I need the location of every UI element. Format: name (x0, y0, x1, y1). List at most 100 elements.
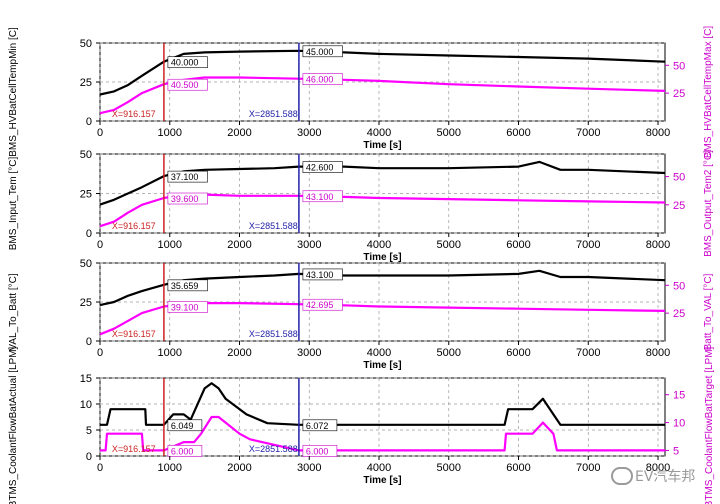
watermark: EV汽车邦 (611, 464, 715, 490)
tick-label-x: 0 (97, 239, 103, 251)
tick-label-left: 0 (86, 228, 92, 240)
cursor-right-value: 39.600 (171, 194, 199, 204)
cursor-label: X=2851.588 (249, 221, 298, 231)
series-line-right (100, 415, 665, 452)
cursor-left-value: 37.100 (171, 172, 199, 182)
tick-label-left: 10 (80, 399, 92, 411)
series-line-left (100, 382, 665, 426)
tick-label-x: 6000 (506, 239, 530, 251)
x-axis-label: Time [s] (363, 475, 401, 486)
cursor-right-value: 42.695 (306, 300, 334, 310)
tick-label-x: 0 (97, 127, 103, 139)
cursor-right-value: 39.100 (171, 302, 199, 312)
cursor-label: X=916.157 (112, 329, 156, 339)
chart-panel-3: X=916.157 35.659 39.100 X=2851.588 43.100 42.… (8, 258, 714, 371)
tick-label-left: 50 (80, 38, 92, 50)
series-line-right (99, 76, 666, 115)
tick-label-x: 4000 (367, 239, 391, 251)
tick-label-x: 8000 (646, 462, 670, 474)
cursor-left-value-box (167, 279, 208, 292)
tick-label-x: 1000 (158, 462, 182, 474)
cursor-right-value-box (167, 78, 208, 91)
tick-label-x: 2000 (227, 239, 251, 251)
tick-label-x: 4000 (367, 347, 391, 359)
tick-label-right: 15 (673, 390, 685, 402)
tick-label-x: 2000 (227, 127, 251, 139)
chart-panel-4: X=916.157 6.049 6.000 X=2851.588 6.072 6.000 0… (8, 346, 715, 504)
x-axis-label: Time [s] (363, 252, 401, 263)
tick-label-x: 1000 (158, 127, 182, 139)
plot-area (99, 377, 666, 457)
tick-label-right: 50 (673, 172, 685, 184)
tick-label-x: 1000 (158, 239, 182, 251)
cursor-right-value-box (302, 298, 343, 311)
cursor-right-value: 40.500 (171, 80, 199, 90)
y-axis-label-right: BTMS_CoolantFlowBatTarget [LPM] (704, 346, 715, 504)
tick-label-left: 15 (80, 373, 92, 385)
tick-label-x: 8000 (646, 347, 670, 359)
tick-label-x: 5000 (437, 347, 461, 359)
cursor-label: X=2851.588 (249, 109, 298, 119)
tick-label-x: 5000 (437, 462, 461, 474)
cursor-right-value-box (167, 192, 208, 205)
tick-label-left: 0 (86, 451, 92, 463)
series-line-left (99, 160, 666, 206)
tick-label-left: 25 (80, 189, 92, 201)
cursor-left-value-box (302, 419, 338, 432)
y-axis-label-right: BMS_Output_Tem2 [°C] (703, 150, 714, 257)
cursor-left-value-box (302, 268, 343, 281)
tick-label-x: 7000 (576, 347, 600, 359)
tick-label-left: 25 (80, 297, 92, 309)
cursor-left-value: 40.000 (171, 58, 199, 68)
tick-label-x: 2000 (227, 462, 251, 474)
cursor-label: X=2851.588 (249, 329, 298, 339)
cursor-right-value-box (302, 73, 343, 85)
cursor-left-value-box (167, 170, 208, 183)
tick-label-x: 3000 (297, 347, 321, 359)
cursor-left-value: 6.072 (306, 421, 329, 431)
tick-label-left: 0 (86, 336, 92, 348)
tick-label-left: 50 (80, 258, 92, 270)
cursor-left-value-box (167, 419, 203, 432)
tick-label-right: 50 (673, 60, 685, 72)
tick-label-right: 25 (673, 88, 685, 100)
cursor-left-value: 45.000 (306, 47, 334, 57)
series-line-right (99, 302, 666, 336)
tick-label-x: 7000 (576, 127, 600, 139)
cursor-right-value: 43.100 (306, 192, 334, 202)
chart-panel-2: X=916.157 37.100 39.600 X=2851.588 42.600 43.… (8, 149, 714, 263)
cursor-left-value-box (167, 56, 208, 69)
tick-label-x: 0 (97, 347, 103, 359)
tick-label-x: 6000 (506, 127, 530, 139)
tick-label-x: 8000 (646, 127, 670, 139)
y-axis-label-left: BMS_Input_Tem [°C] (8, 157, 19, 251)
chart-panel-1: X=916.157 40.000 40.500 X=2851.588 45.000 46.… (8, 26, 714, 158)
y-axis-label-right: Batt_To_VAL [°C] (703, 273, 714, 350)
tick-label-x: 2000 (227, 347, 251, 359)
cursor-right-value: 6.000 (306, 446, 329, 456)
cursor-right-value: 46.000 (306, 75, 334, 85)
cursor-label: X=2851.588 (249, 444, 298, 454)
tick-label-x: 7000 (576, 462, 600, 474)
tick-label-x: 4000 (367, 462, 391, 474)
tick-label-right: 25 (673, 308, 685, 320)
tick-label-x: 8000 (646, 239, 670, 251)
tick-label-x: 6000 (506, 462, 530, 474)
series-line-left (99, 269, 666, 307)
series-line-left (99, 49, 666, 96)
tick-label-x: 1000 (158, 347, 182, 359)
wechat-logo-icon (611, 467, 633, 485)
x-axis-label: Time [s] (363, 140, 401, 151)
tick-label-x: 3000 (297, 462, 321, 474)
cursor-left-value: 6.049 (171, 421, 194, 431)
tick-label-left: 5 (86, 425, 92, 437)
y-axis-label-left: VAL_To_Batt [°C] (8, 273, 19, 350)
cursor-label: X=916.157 (112, 109, 156, 119)
cursor-right-value-box (167, 445, 203, 457)
cursor-left-value: 42.600 (306, 163, 334, 173)
tick-label-right: 10 (673, 418, 685, 430)
cursor-left-value-box (302, 45, 343, 58)
x-axis-label: Time [s] (363, 360, 401, 371)
cursor-label: X=916.157 (112, 221, 156, 231)
